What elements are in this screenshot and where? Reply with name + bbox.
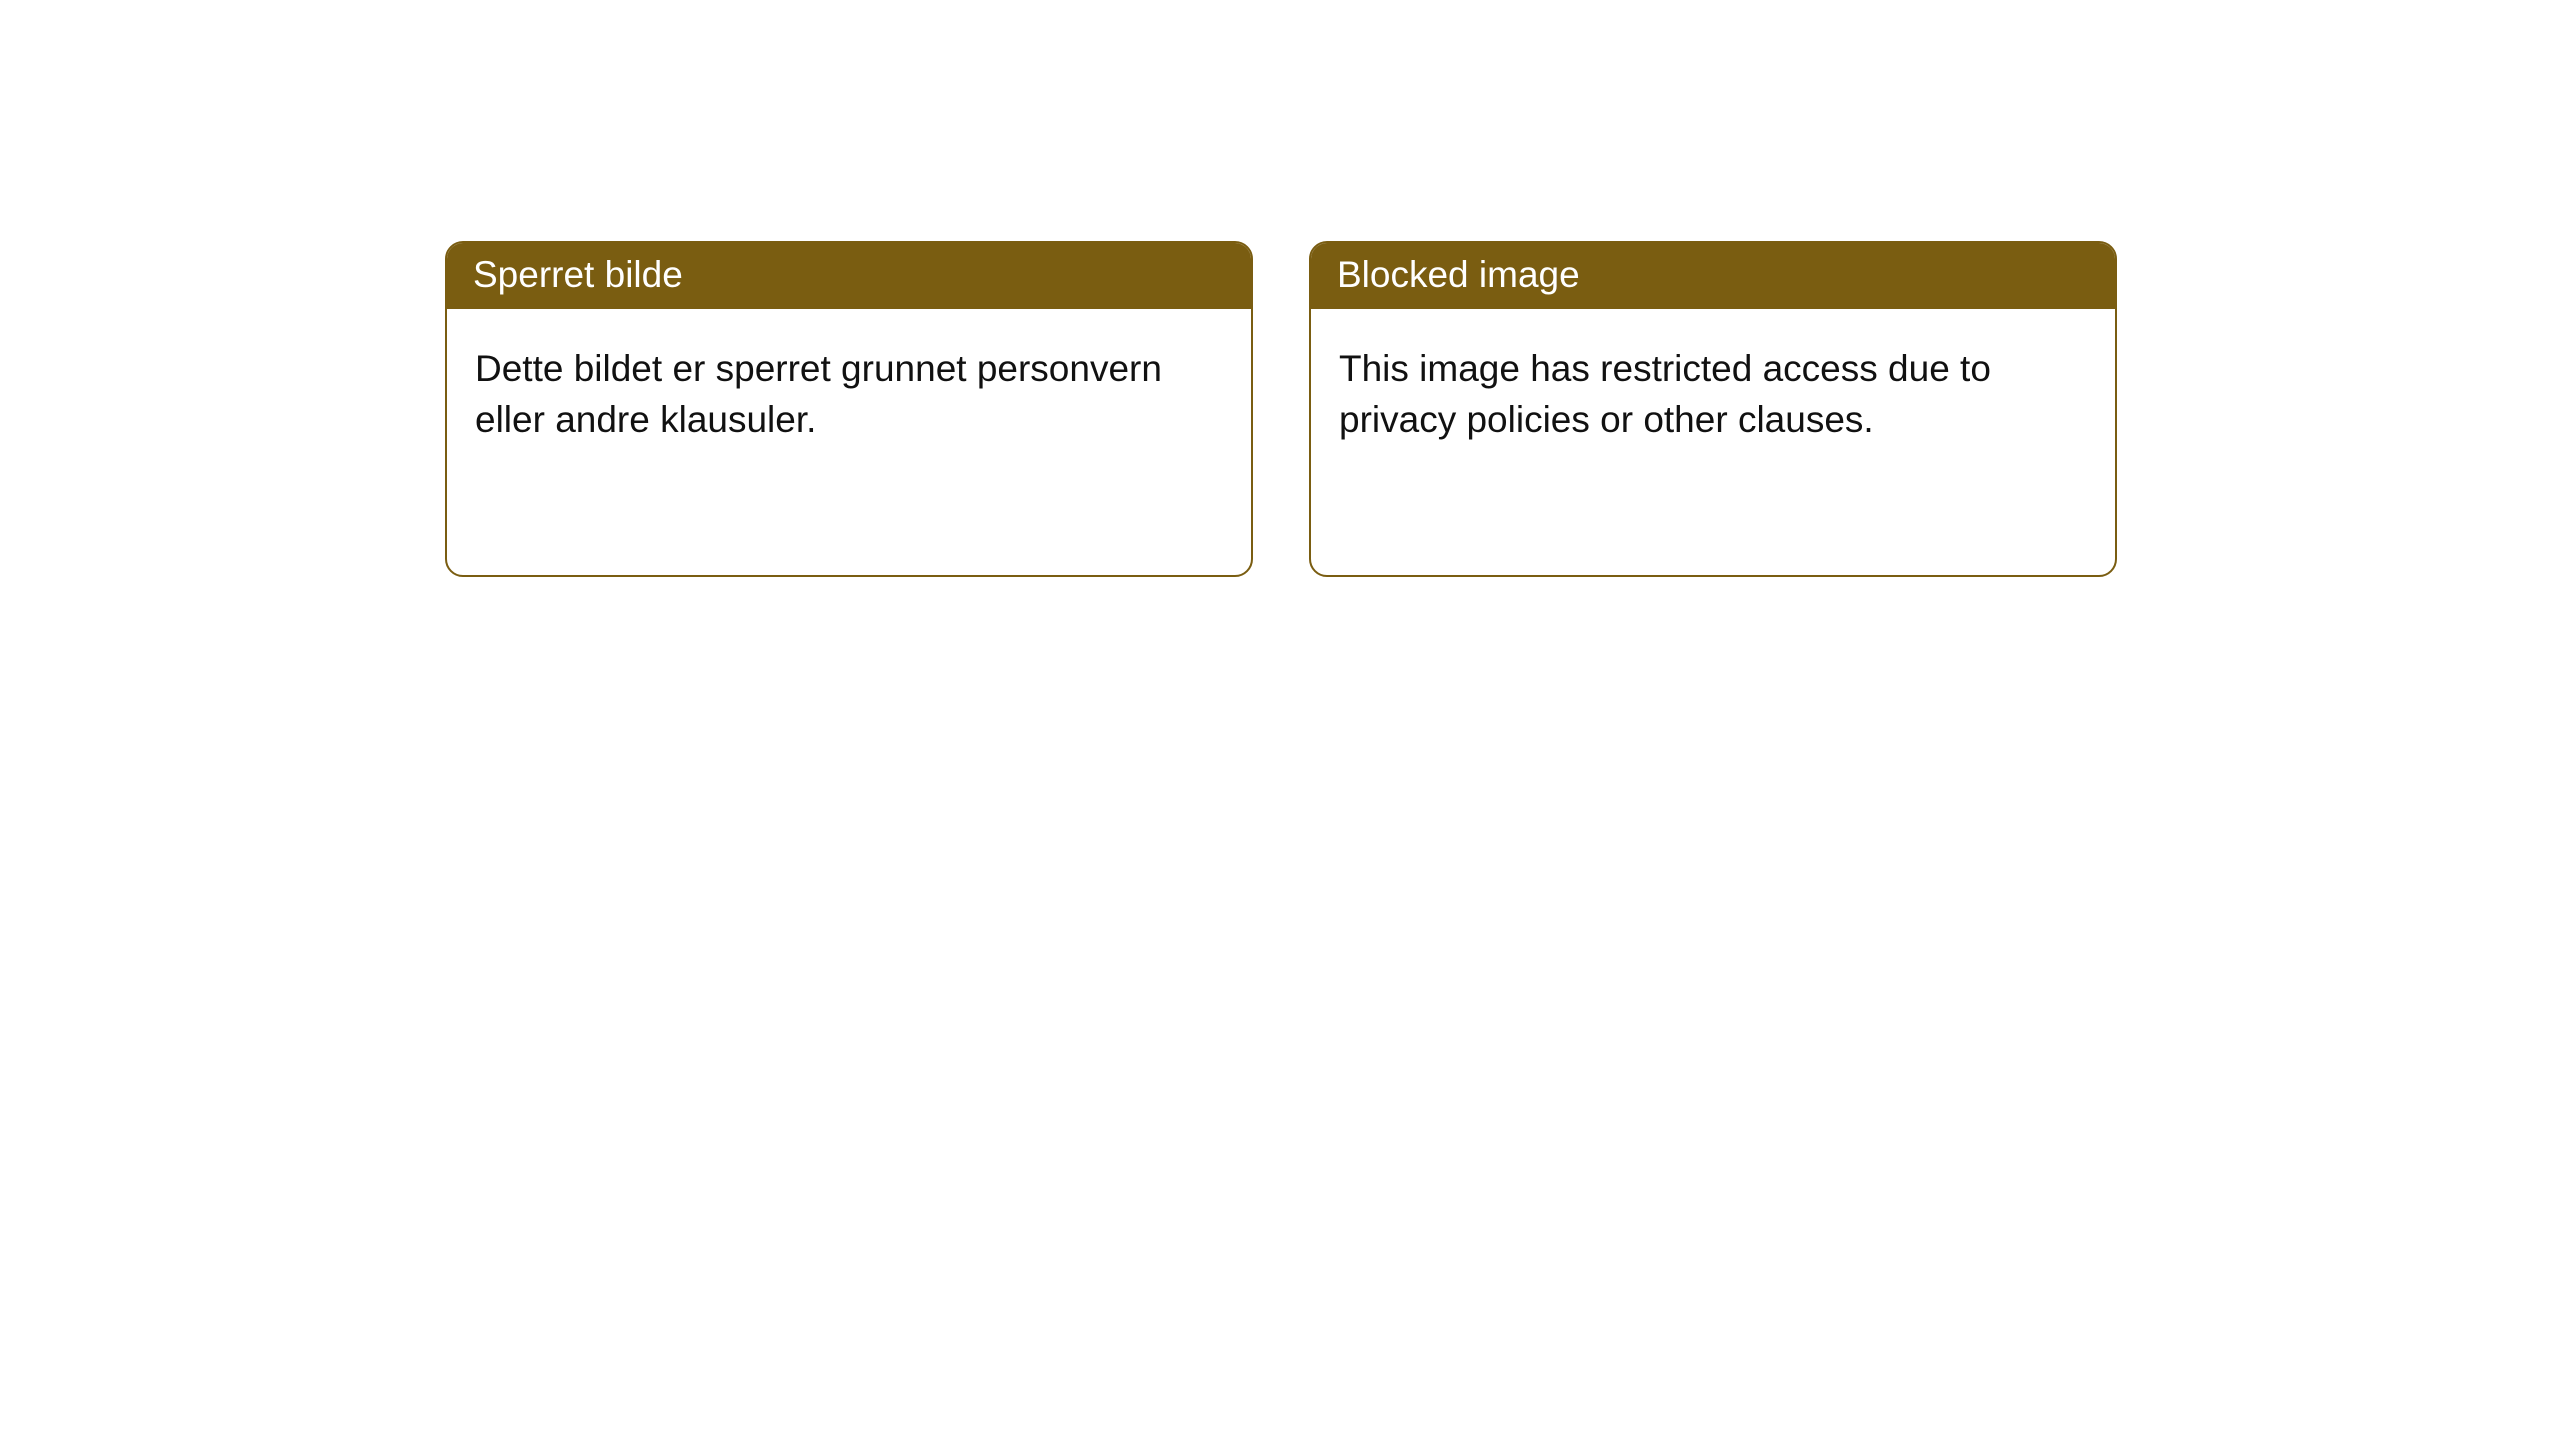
- card-body: This image has restricted access due to …: [1311, 309, 2115, 479]
- card-header: Blocked image: [1311, 243, 2115, 309]
- card-header: Sperret bilde: [447, 243, 1251, 309]
- card-body: Dette bildet er sperret grunnet personve…: [447, 309, 1251, 479]
- info-card-norwegian: Sperret bilde Dette bildet er sperret gr…: [445, 241, 1253, 577]
- info-card-english: Blocked image This image has restricted …: [1309, 241, 2117, 577]
- info-cards-container: Sperret bilde Dette bildet er sperret gr…: [445, 241, 2117, 577]
